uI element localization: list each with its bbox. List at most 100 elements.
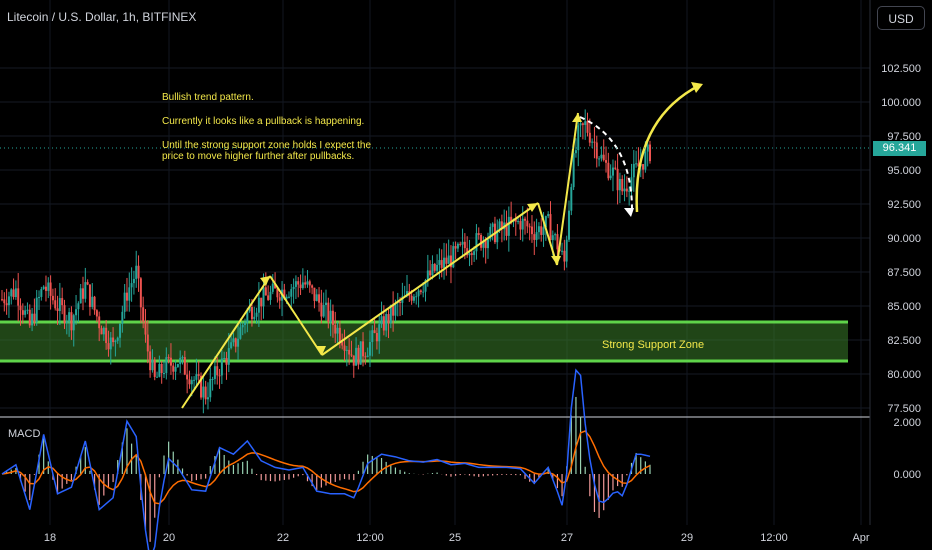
candle-body: [38, 296, 41, 298]
candle-body: [253, 316, 256, 320]
candle-body: [216, 366, 219, 376]
candle-body: [190, 380, 193, 385]
candle-body: [183, 357, 186, 375]
candle-body: [646, 144, 649, 152]
candle-body: [315, 294, 318, 301]
candle-body: [234, 338, 237, 347]
candle-body: [394, 303, 397, 316]
candle-body: [304, 282, 307, 285]
candle-body: [348, 349, 351, 355]
candle-body: [477, 233, 480, 235]
candle-body: [88, 284, 91, 307]
projected-pullback-path: [579, 116, 633, 211]
candle-body: [193, 379, 196, 381]
candle-body: [239, 327, 242, 339]
candle-body: [554, 234, 557, 236]
candle-body: [593, 141, 596, 143]
candle-body: [255, 312, 258, 317]
candle-body: [165, 357, 168, 374]
candle-body: [135, 265, 138, 279]
macd-line: [1, 368, 651, 550]
candle-body: [565, 239, 568, 262]
candle-body: [605, 160, 608, 163]
candle-body: [325, 302, 327, 306]
candle-body: [1, 299, 3, 301]
candle-body: [484, 240, 487, 249]
currency-button[interactable]: USD: [877, 6, 925, 30]
candle-body: [547, 214, 550, 217]
candle-body: [19, 305, 22, 311]
candle-body: [54, 300, 57, 309]
candle-body: [21, 310, 24, 315]
candle-body: [230, 342, 233, 349]
candle-body: [595, 142, 598, 159]
candle-body: [632, 163, 635, 178]
candle-body: [12, 289, 15, 298]
candle-body: [415, 296, 418, 298]
note-line-3: Until the strong support zone holds I ex…: [162, 140, 372, 151]
candle-body: [591, 141, 594, 143]
candle-body: [475, 233, 478, 252]
candle-body: [410, 295, 413, 301]
candle-body: [313, 287, 316, 301]
candle-body: [160, 364, 163, 374]
time-axis: 18 20 22 12:00 25 27 29 12:00 Apr: [44, 532, 870, 544]
candle-body: [86, 282, 89, 285]
candle-body: [206, 397, 209, 400]
candle-body: [338, 327, 341, 343]
candle-body: [433, 263, 436, 271]
time-tick-label: 22: [277, 532, 289, 544]
candle-body: [292, 286, 295, 290]
candle-body: [611, 167, 614, 176]
price-tick-label: 87.500: [887, 267, 921, 279]
candle-body: [533, 234, 536, 240]
candle-body: [322, 305, 325, 317]
candle-body: [237, 338, 240, 347]
candle-body: [445, 257, 448, 264]
macd-label: MACD: [8, 428, 41, 440]
candle-body: [176, 364, 179, 367]
candle-body: [82, 288, 84, 299]
candle-body: [572, 153, 575, 188]
candle-body: [320, 302, 323, 317]
candle-body: [487, 239, 489, 249]
candle-body: [109, 337, 112, 350]
arrowhead-6: [624, 208, 634, 217]
candle-body: [362, 341, 365, 357]
candle-body: [223, 358, 226, 360]
candle-body: [385, 314, 388, 331]
candle-body: [588, 132, 591, 143]
candle-body: [607, 162, 610, 179]
candle-body: [241, 324, 244, 328]
candle-body: [211, 378, 214, 380]
candle-body: [132, 278, 135, 284]
note-line-4: price to move higher further after pullb…: [162, 151, 355, 162]
candle-body: [137, 265, 140, 279]
candle-body: [121, 311, 124, 324]
candle-body: [250, 307, 253, 320]
candle-body: [570, 187, 573, 211]
chart-title: Litecoin / U.S. Dollar, 1h, BITFINEX: [7, 10, 197, 24]
candle-body: [24, 310, 27, 315]
candle-body: [426, 270, 429, 281]
candle-body: [542, 227, 545, 235]
candle-body: [459, 243, 462, 245]
candle-body: [389, 304, 392, 324]
current-price-tag: 96.341: [873, 141, 926, 156]
arrowhead-7: [691, 82, 703, 93]
candle-body: [412, 296, 415, 301]
candle-body: [470, 253, 473, 255]
candle-body: [507, 216, 510, 236]
candle-body: [628, 190, 631, 192]
candle-body: [139, 278, 142, 308]
support-zone: [0, 322, 848, 362]
candle-body: [556, 234, 559, 250]
candle-body: [334, 324, 337, 334]
candle-body: [452, 246, 455, 268]
candle-body: [519, 221, 522, 230]
candle-body: [47, 282, 50, 291]
candle-body: [375, 332, 378, 342]
candle-body: [311, 285, 314, 288]
candle-body: [130, 283, 133, 288]
candle-body: [95, 310, 98, 317]
